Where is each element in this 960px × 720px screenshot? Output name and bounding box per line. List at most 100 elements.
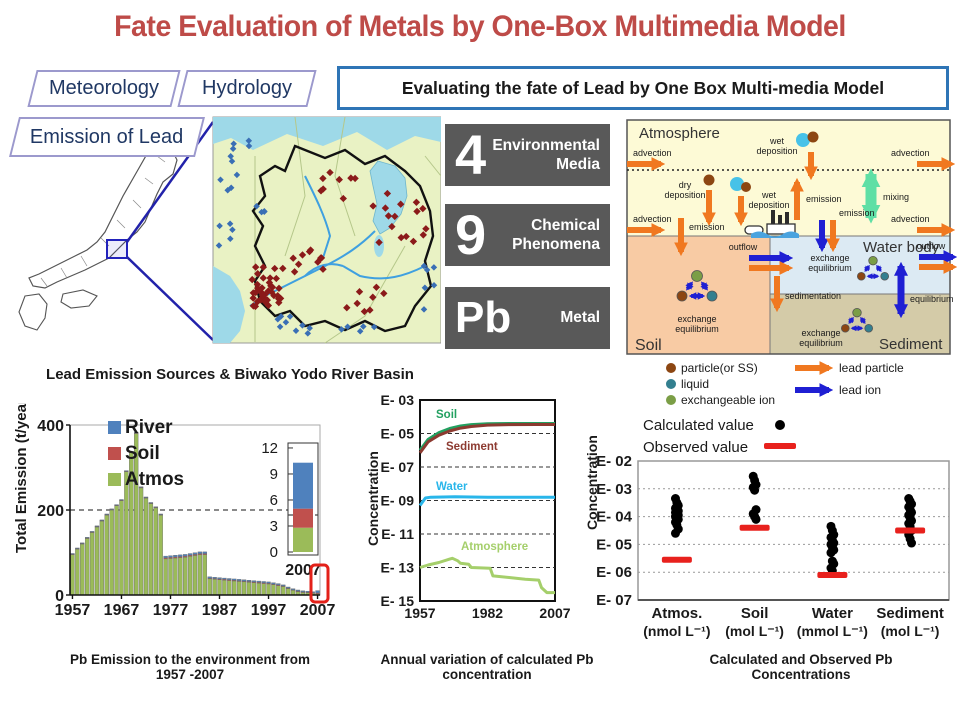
y-tick-label: 200 bbox=[37, 503, 64, 520]
y-tick-label: E- 09 bbox=[381, 493, 415, 509]
bar-segment-river bbox=[207, 576, 212, 579]
x-tick-label: 1967 bbox=[104, 602, 140, 619]
advection-label: advection bbox=[633, 214, 672, 224]
bar-segment-river bbox=[109, 508, 114, 510]
statbox-metal: Pb Metal bbox=[445, 287, 610, 349]
bar-segment-river bbox=[163, 555, 168, 559]
bar-segment-river bbox=[173, 555, 178, 558]
statbox-environmental-media: 4 Environmental Media bbox=[445, 124, 610, 186]
bar-segment-river bbox=[75, 547, 80, 549]
legend-liquid-label: liquid bbox=[681, 377, 709, 391]
inset-bar-soil bbox=[293, 508, 313, 528]
inset-tick-label: 9 bbox=[270, 466, 278, 483]
bar-segment-river bbox=[94, 525, 100, 527]
y-axis-title: Total Emission (t/year) bbox=[13, 403, 30, 553]
x-tick-label: 1977 bbox=[153, 602, 189, 619]
category-unit-label: (nmol L⁻¹) bbox=[643, 623, 710, 639]
emission-label: emission bbox=[839, 208, 875, 218]
bar-segment-atmos bbox=[251, 582, 256, 596]
water-exchange-triangle bbox=[857, 255, 890, 281]
x-tick-label: 1987 bbox=[202, 602, 238, 619]
bar-segment-atmos bbox=[80, 543, 85, 596]
bar-segment-atmos bbox=[148, 503, 154, 596]
y-tick-label: E- 03 bbox=[381, 392, 415, 408]
bar-segment-atmos bbox=[163, 558, 168, 596]
y-axis-title: Concentration bbox=[585, 435, 600, 530]
category-label: Atmos. bbox=[651, 605, 702, 622]
wet-deposition-label: deposition bbox=[756, 146, 797, 156]
bar-segment-river bbox=[178, 554, 183, 557]
japan-outline-map bbox=[18, 119, 215, 341]
bar-segment-atmos bbox=[99, 520, 105, 596]
category-label: Sediment bbox=[876, 605, 944, 622]
inset-tick-label: 3 bbox=[270, 518, 278, 535]
map-caption: Lead Emission Sources & Biwako Yodo Rive… bbox=[46, 366, 414, 383]
bar-segment-river bbox=[285, 586, 291, 589]
bar-segment-atmos bbox=[212, 579, 217, 596]
bar-segment-atmos bbox=[119, 500, 124, 596]
bar-segment-atmos bbox=[197, 554, 203, 596]
y-tick-label: E- 04 bbox=[596, 509, 633, 526]
bar-segment-river bbox=[119, 499, 124, 501]
header-box: Evaluating the fate of Lead by One Box M… bbox=[337, 66, 949, 110]
series-label-water: Water bbox=[436, 481, 468, 493]
bar-segment-atmos bbox=[143, 497, 149, 596]
bar-segment-river bbox=[70, 553, 75, 555]
observed-value-marker bbox=[895, 527, 926, 534]
bar-segment-river bbox=[222, 577, 227, 580]
scatter-plot bbox=[637, 460, 950, 601]
bar-segment-atmos bbox=[173, 557, 178, 596]
legend-particle-label: particle(or SS) bbox=[681, 361, 758, 375]
y-tick-label: E- 06 bbox=[596, 564, 632, 581]
tag-meteorology: Meteorology bbox=[27, 70, 181, 107]
bar-segment-river bbox=[89, 531, 95, 533]
bar-segment-atmos bbox=[222, 579, 227, 596]
dry-deposition-label: deposition bbox=[664, 190, 705, 200]
highlight-2007-box bbox=[309, 563, 330, 604]
bar-segment-atmos bbox=[187, 556, 193, 596]
tag-emission-of-lead: Emission of Lead bbox=[9, 117, 205, 157]
statbox-value: 4 bbox=[455, 123, 487, 186]
legend-exchangeable-ion-label: exchangeable ion bbox=[681, 393, 775, 407]
bar-segment-atmos bbox=[94, 526, 100, 596]
bar-segment-atmos bbox=[168, 558, 173, 596]
exchange-equilibrium-label: equilibrium bbox=[675, 324, 719, 334]
water-body-label: Water body bbox=[863, 239, 940, 256]
y-tick-label: 400 bbox=[37, 418, 64, 435]
bar-segment-atmos bbox=[217, 579, 222, 596]
observed-value-marker bbox=[661, 556, 692, 563]
bar-segment-river bbox=[295, 589, 301, 592]
y-tick-label: E- 15 bbox=[381, 593, 415, 609]
sediment-exchange-triangle bbox=[841, 307, 874, 333]
diagram-legend: particle(or SS) liquid exchangeable ion lea… bbox=[666, 361, 904, 407]
bar-segment-atmos bbox=[232, 580, 237, 596]
bar-segment-atmos bbox=[246, 582, 252, 596]
bar-segment-river bbox=[256, 580, 261, 583]
bar-segment-river bbox=[251, 580, 256, 583]
bar-segment-atmos bbox=[138, 487, 144, 596]
outflow-label: outflow bbox=[917, 241, 946, 251]
statbox-label: Environmental Media bbox=[492, 136, 600, 173]
inset-tick-label: 6 bbox=[270, 492, 278, 509]
bar-segment-river bbox=[104, 513, 109, 515]
points-atmos bbox=[661, 494, 692, 563]
statbox-chemical-phenomena: 9 Chemical Phenomena bbox=[445, 204, 610, 266]
bar-segment-river bbox=[114, 504, 119, 506]
category-unit-label: (mol L⁻¹) bbox=[725, 623, 784, 639]
bar-segment-river bbox=[129, 451, 134, 453]
y-axis-title: Concentration bbox=[366, 451, 381, 546]
bar-segment-river bbox=[158, 513, 163, 515]
bar-segment-river bbox=[227, 578, 232, 580]
wet-deposition-label: wet bbox=[761, 190, 777, 200]
outflow-label: outflow bbox=[729, 242, 758, 252]
multimedia-model-diagram: Atmosphere Soil Water body Sediment advectio… bbox=[626, 119, 957, 407]
advection-label: advection bbox=[891, 148, 930, 158]
bar-segment-atmos bbox=[227, 580, 232, 596]
bar-segment-river bbox=[197, 551, 203, 554]
bar-segment-river bbox=[271, 582, 276, 585]
bar-chart-caption: Pb Emission to the environment from 1957… bbox=[69, 652, 311, 682]
statbox-value: Pb bbox=[455, 293, 512, 342]
emission-label: emission bbox=[689, 222, 725, 232]
exchange-equilibrium-label: equilibrium bbox=[799, 338, 843, 348]
